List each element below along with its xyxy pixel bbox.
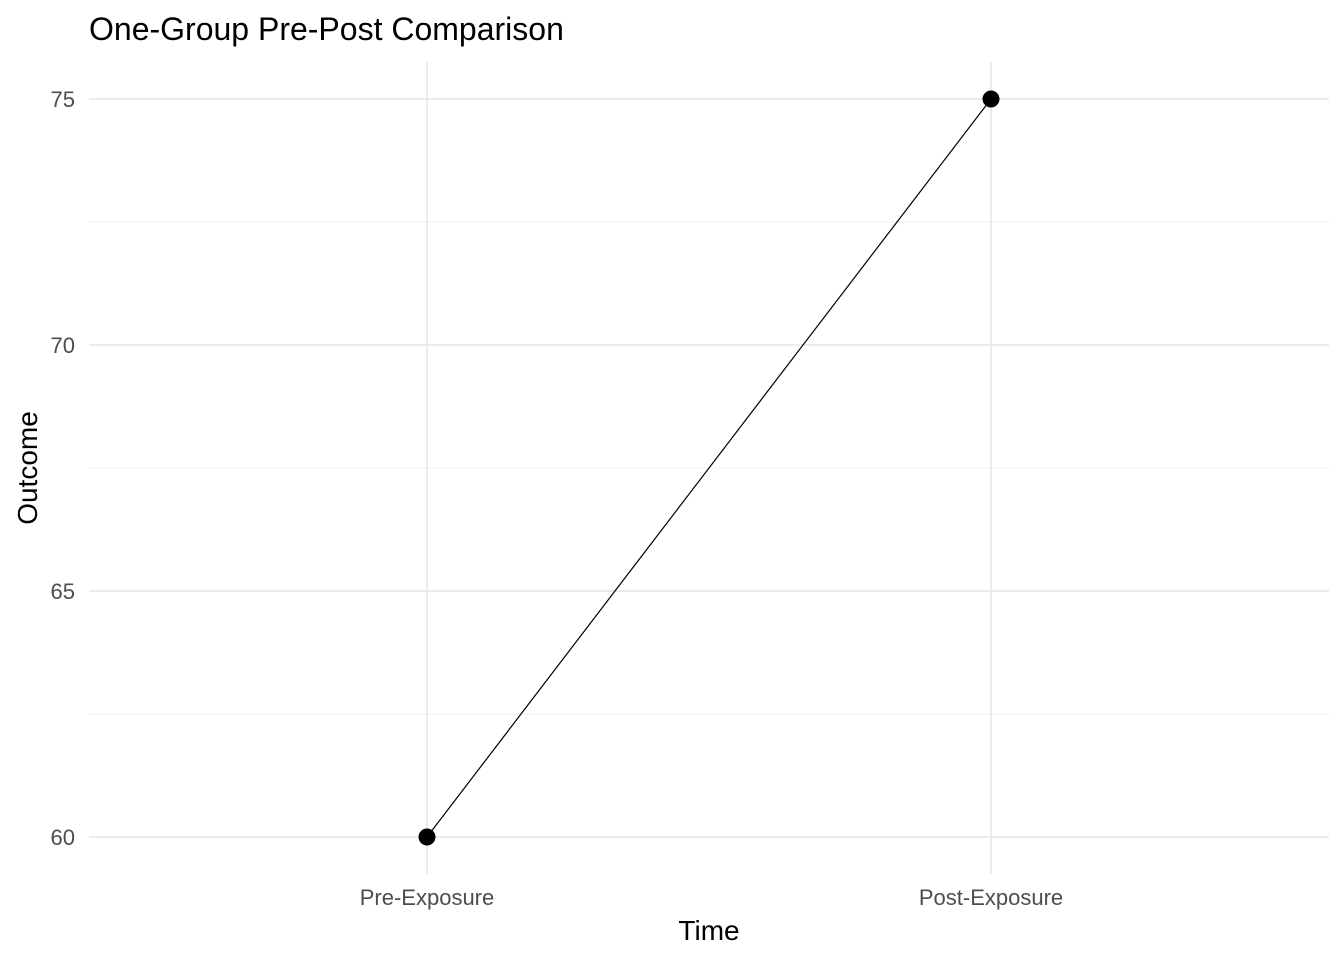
chart-title: One-Group Pre-Post Comparison <box>89 11 564 47</box>
grid <box>89 62 1329 874</box>
data-point <box>418 828 436 846</box>
y-tick-label: 65 <box>51 579 75 604</box>
x-axis-ticks: Pre-Exposure Post-Exposure <box>360 885 1063 910</box>
x-tick-label: Post-Exposure <box>919 885 1063 910</box>
series-layer <box>418 90 1000 846</box>
data-point <box>982 90 1000 108</box>
y-tick-label: 70 <box>51 333 75 358</box>
y-tick-label: 60 <box>51 825 75 850</box>
y-axis-title: Outcome <box>12 411 43 525</box>
y-axis-ticks: 60 65 70 75 <box>51 87 75 850</box>
y-tick-label: 75 <box>51 87 75 112</box>
series-line <box>426 98 992 838</box>
x-axis-title: Time <box>678 915 739 946</box>
x-tick-label: Pre-Exposure <box>360 885 495 910</box>
